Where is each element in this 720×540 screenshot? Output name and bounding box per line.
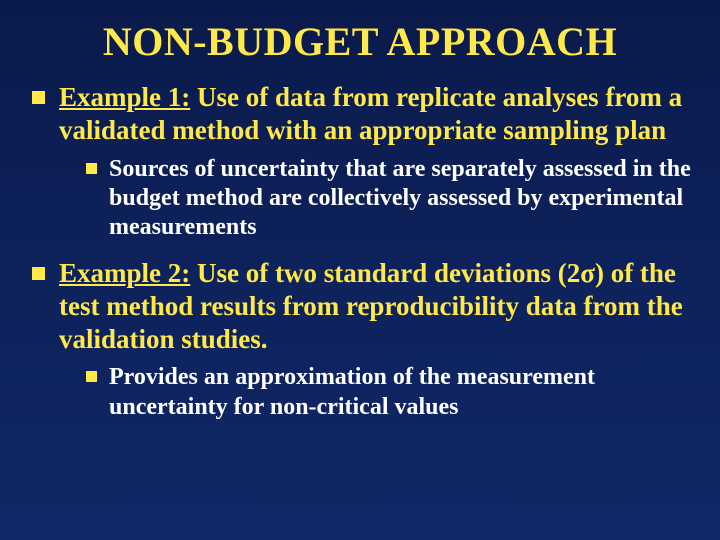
slide-title: NON-BUDGET APPROACH bbox=[28, 18, 692, 65]
square-bullet-icon bbox=[86, 163, 97, 174]
bullet-lead: Example 1: bbox=[59, 82, 190, 112]
square-bullet-icon bbox=[32, 91, 45, 104]
bullet-text: Example 2: Use of two standard deviation… bbox=[59, 257, 692, 356]
bullet-text: Example 1: Use of data from replicate an… bbox=[59, 81, 692, 147]
sub-bullet-text: Provides an approximation of the measure… bbox=[109, 363, 692, 422]
sub-bullet-text: Sources of uncertainty that are separate… bbox=[109, 155, 692, 243]
bullet-item-example-1: Example 1: Use of data from replicate an… bbox=[28, 81, 692, 147]
square-bullet-icon bbox=[86, 371, 97, 382]
sub-bullet-item: Sources of uncertainty that are separate… bbox=[28, 155, 692, 243]
sub-bullet-item: Provides an approximation of the measure… bbox=[28, 363, 692, 422]
bullet-lead: Example 2: bbox=[59, 258, 190, 288]
bullet-item-example-2: Example 2: Use of two standard deviation… bbox=[28, 257, 692, 356]
square-bullet-icon bbox=[32, 267, 45, 280]
